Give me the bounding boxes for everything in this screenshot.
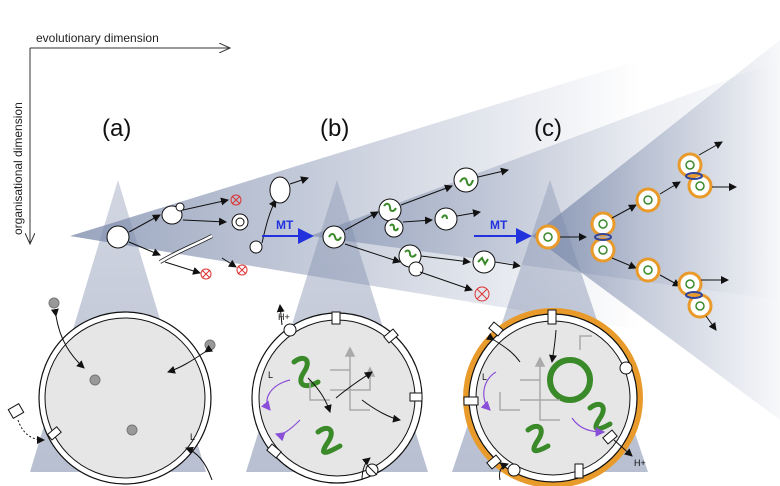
stage-label-c: (c) xyxy=(534,115,562,142)
membrane-pump xyxy=(507,463,521,477)
membrane-pump xyxy=(619,361,633,375)
extinct-marker xyxy=(200,268,212,280)
cell-detail-b: H+ L xyxy=(251,304,423,484)
major-transition-1: MT xyxy=(262,218,314,244)
dividing-cell-c-2 xyxy=(590,237,616,263)
extinct-marker xyxy=(230,194,242,206)
branch-a-1 xyxy=(128,214,161,233)
cell-c-cytoplasm xyxy=(475,320,631,476)
pair-bottom-1 xyxy=(677,271,703,297)
stage-label-b: (b) xyxy=(320,115,349,142)
mt-label-1: MT xyxy=(276,218,294,232)
axes: evolutionary dimension organisational di… xyxy=(11,31,230,244)
branch-a-3 xyxy=(182,197,229,211)
membrane-channel xyxy=(547,309,557,325)
genome-strand xyxy=(315,425,343,455)
extinct-marker xyxy=(474,286,490,302)
molecule xyxy=(89,374,101,386)
regulation-arrow xyxy=(480,371,497,411)
evolutionary-dimension-label: evolutionary dimension xyxy=(36,31,159,45)
cell-a-cytoplasm xyxy=(44,317,206,479)
organisational-dimension-label: organisational dimension xyxy=(11,102,25,235)
external-molecule xyxy=(7,402,25,420)
membrane-channel xyxy=(488,321,504,337)
pair-bottom-2 xyxy=(687,293,713,319)
dividing-cell-c-1 xyxy=(590,211,616,237)
oval-cell-a xyxy=(269,176,291,204)
stage-label-a: (a) xyxy=(102,115,131,142)
membrane-channel xyxy=(383,328,399,344)
membrane-channel xyxy=(266,443,282,459)
regulation-arrow xyxy=(274,419,301,442)
ancestor-cell-c xyxy=(535,224,561,250)
evolution-tree-c xyxy=(535,141,737,331)
membrane-channel xyxy=(331,311,341,325)
genome-strand xyxy=(525,423,551,454)
label-l-a: L xyxy=(190,432,195,442)
regulatory-network xyxy=(499,335,592,421)
regulation-arrow xyxy=(261,379,291,411)
ancestor-cell-a xyxy=(106,225,130,249)
evolution-tree-b xyxy=(322,167,521,302)
major-transition-2: MT xyxy=(474,218,532,244)
membrane-channel xyxy=(574,463,584,479)
regulation-arrow xyxy=(571,417,606,437)
pair-top-1 xyxy=(677,152,703,178)
molecule xyxy=(48,297,60,309)
cell-b-cytoplasm xyxy=(258,319,416,477)
cell-detail-c: L H+ xyxy=(463,308,646,486)
membrane-channel xyxy=(486,454,502,470)
label-hplus-b: H+ xyxy=(278,312,290,322)
extinct-marker xyxy=(236,264,248,276)
evolution-tree-a xyxy=(106,176,309,280)
molecule xyxy=(126,424,138,436)
membrane-pump xyxy=(283,323,297,337)
membrane-channel xyxy=(602,429,618,445)
cell-c-upper xyxy=(635,187,661,213)
genome-strand xyxy=(291,355,321,389)
circular-genome xyxy=(547,357,593,403)
small-cell-a xyxy=(249,240,263,254)
membrane-channel xyxy=(46,426,62,441)
label-l-c: L xyxy=(482,372,487,382)
cell-c-lower xyxy=(635,257,661,283)
branch-a-4 xyxy=(182,217,227,226)
label-l-b: L xyxy=(268,370,273,380)
cell-detail-a: L xyxy=(7,297,216,485)
mt-label-2: MT xyxy=(490,218,508,232)
label-hplus-c: H+ xyxy=(634,458,646,468)
double-ring-cell xyxy=(231,213,249,231)
branch-a-2 xyxy=(128,241,161,256)
budding-cell-a xyxy=(161,205,183,225)
molecule xyxy=(204,339,216,351)
membrane-channel xyxy=(463,396,479,406)
membrane-channel xyxy=(409,392,423,402)
